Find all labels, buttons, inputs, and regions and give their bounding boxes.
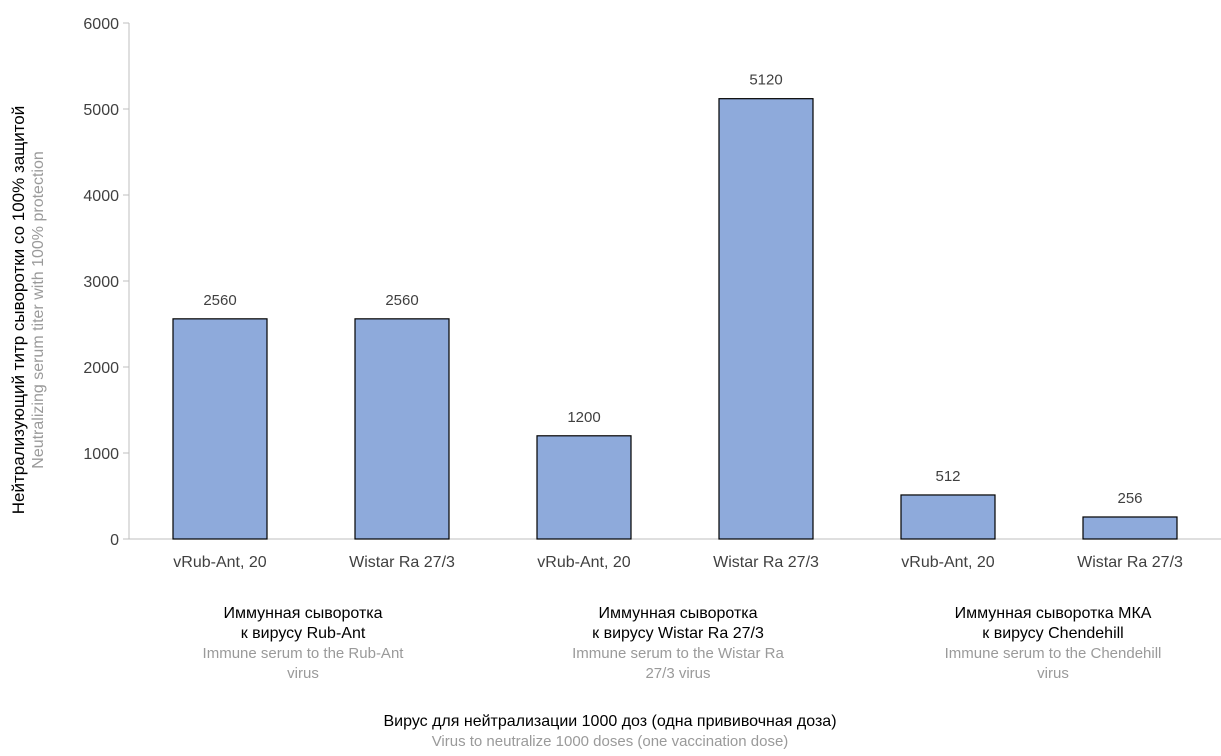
bar — [900, 494, 996, 540]
y-tick-label: 1000 — [83, 446, 119, 463]
group-label-en-line1: Immune serum to the Wistar Ra — [572, 645, 784, 662]
group-label-ru-line2: к вирусу Chendehill — [982, 625, 1124, 642]
group-label-ru-line1: Иммунная сыворотка — [598, 605, 758, 622]
bar-value-label: 256 — [1117, 490, 1142, 507]
y-tick-label: 0 — [110, 532, 119, 549]
group-label-ru-line2: к вирусу Rub-Ant — [240, 625, 366, 642]
bar-value-label: 2560 — [203, 292, 236, 309]
group-label-ru-line1: Иммунная сыворотка МКА — [954, 605, 1152, 622]
group-label-en-line2: 27/3 virus — [645, 665, 711, 682]
group-label-3: Иммунная сыворотка МКА к вирусу Chendehi… — [923, 604, 1183, 684]
group-label-en-line1: Immune serum to the Rub-Ant — [202, 645, 404, 662]
bar-value-label: 1200 — [567, 409, 600, 426]
group-label-en-line2: virus — [287, 665, 319, 682]
y-axis-title-en: Neutralizing serum titer with 100% prote… — [30, 151, 47, 468]
x-tick-label: Wistar Ra 27/3 — [349, 554, 455, 571]
x-tick-label: Wistar Ra 27/3 — [1077, 554, 1183, 571]
x-tick-label: vRub-Ant, 20 — [173, 554, 266, 571]
y-tick-label: 5000 — [83, 102, 119, 119]
bar — [1082, 516, 1178, 540]
y-axis-title-ru: Нейтрализующий титр сыворотки со 100% за… — [9, 106, 28, 514]
x-axis-title: Вирус для нейтрализации 1000 доз (одна п… — [260, 712, 960, 752]
group-label-ru-line1: Иммунная сыворотка — [223, 605, 383, 622]
y-axis-title: Нейтрализующий титр сыворотки со 100% за… — [9, 106, 47, 514]
group-label-1: Иммунная сыворотка к вирусу Rub-Ant Immu… — [173, 604, 433, 684]
group-label-2: Иммунная сыворотка к вирусу Wistar Ra 27… — [548, 604, 808, 684]
y-axis: 0 1000 2000 3000 4000 5000 6000 — [83, 16, 130, 549]
bar-value-label: 2560 — [385, 292, 418, 309]
group-label-en-line1: Immune serum to the Chendehill — [944, 645, 1162, 662]
bar-chart: Нейтрализующий титр сыворотки со 100% за… — [9, 16, 1221, 571]
bar — [536, 435, 632, 540]
bar-value-label: 512 — [935, 468, 960, 485]
y-tick-label: 2000 — [83, 360, 119, 377]
x-tick-label: Wistar Ra 27/3 — [713, 554, 819, 571]
group-label-ru-line2: к вирусу Wistar Ra 27/3 — [592, 625, 764, 642]
x-axis-title-en: Virus to neutralize 1000 doses (one vacc… — [431, 733, 789, 750]
bar — [172, 318, 268, 540]
y-tick-label: 3000 — [83, 274, 119, 291]
x-axis: vRub-Ant, 20 Wistar Ra 27/3 vRub-Ant, 20 Wi… — [129, 538, 1221, 571]
y-tick-label: 4000 — [83, 188, 119, 205]
y-tick-label: 6000 — [83, 16, 119, 33]
group-label-en-line2: virus — [1037, 665, 1069, 682]
x-tick-label: vRub-Ant, 20 — [537, 554, 630, 571]
x-tick-label: vRub-Ant, 20 — [901, 554, 994, 571]
bar — [718, 98, 814, 540]
bar-value-label: 5120 — [749, 72, 782, 89]
bar — [354, 318, 450, 540]
bars: 2560 2560 1200 5120 512 256 — [172, 72, 1178, 540]
x-axis-title-ru: Вирус для нейтрализации 1000 доз (одна п… — [383, 713, 837, 730]
